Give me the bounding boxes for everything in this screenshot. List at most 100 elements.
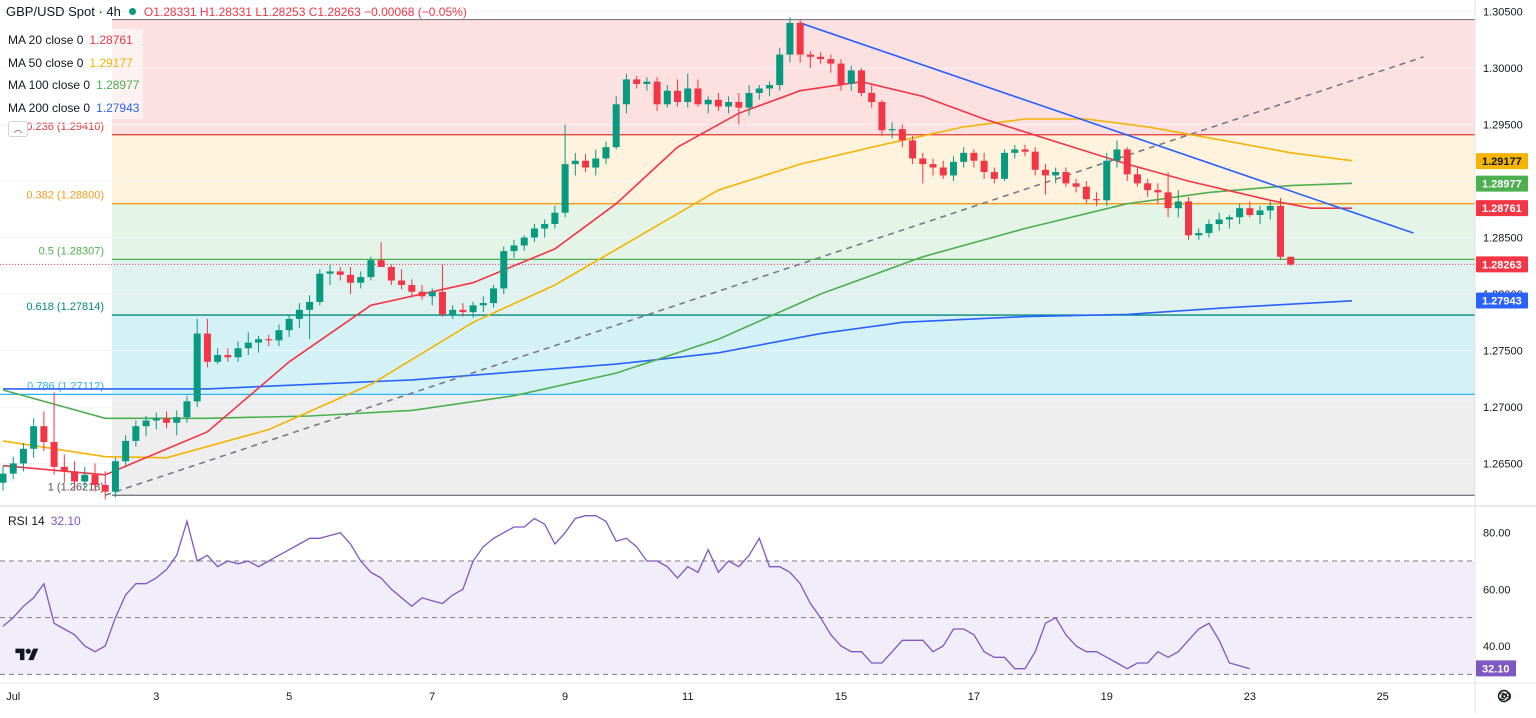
candle-body xyxy=(224,355,232,358)
rsi-tick-label: 60.00 xyxy=(1483,584,1511,596)
time-tick-label: 5 xyxy=(286,691,292,703)
candle-body xyxy=(633,79,641,84)
candle-body xyxy=(173,417,181,423)
ma-legend-row[interactable]: MA 50 close 0 1.29177 xyxy=(4,51,144,74)
rsi-label: RSI 14 xyxy=(8,514,45,528)
candle-body xyxy=(847,70,855,84)
candle-body xyxy=(949,161,957,176)
ma20-line xyxy=(2,80,1352,476)
candle-body xyxy=(142,420,150,427)
time-tick-label: Jul xyxy=(6,691,20,703)
settings-gear-icon[interactable] xyxy=(1496,688,1512,704)
ma-legend-row[interactable]: MA 100 close 0 1.28977 xyxy=(4,74,144,97)
ma-legend-row[interactable]: MA 20 close 0 1.28761 xyxy=(4,29,144,52)
candle-body xyxy=(1266,205,1274,211)
price-tag xyxy=(1476,292,1528,309)
price-tag xyxy=(1476,200,1528,217)
candle-body xyxy=(735,102,743,108)
candle-body xyxy=(408,284,416,292)
candle-body xyxy=(71,471,79,482)
ma-label: MA 50 close 0 xyxy=(8,55,84,70)
candle-body xyxy=(101,484,109,492)
price-tag xyxy=(1476,153,1528,170)
candle-body xyxy=(30,426,38,449)
symbol-title[interactable]: GBP/USD Spot · 4h xyxy=(6,4,121,19)
candle-body xyxy=(837,63,845,84)
candle-body xyxy=(561,164,569,213)
candle-body xyxy=(295,309,303,319)
candle-body xyxy=(490,288,498,304)
fib-level-label: 0.236 (1.29410) xyxy=(26,121,104,133)
candle-body xyxy=(888,129,896,131)
candle-body xyxy=(725,102,733,107)
candle-body xyxy=(1174,201,1182,209)
fib-level-label: 0.382 (1.28800) xyxy=(26,190,104,202)
ma-value: 1.28977 xyxy=(96,78,140,93)
ma50-line xyxy=(2,118,1353,459)
candle-body xyxy=(428,291,436,297)
chart-header: GBP/USD Spot · 4h O1.28331 H1.28331 L1.2… xyxy=(6,4,467,19)
fib-level-label: 0.618 (1.27814) xyxy=(26,301,104,313)
price-tag-label: 1.28977 xyxy=(1482,179,1522,191)
candle-body xyxy=(602,147,610,159)
time-tick-label: 25 xyxy=(1377,691,1389,703)
price-tick-label: 1.27000 xyxy=(1483,402,1523,414)
time-tick-label: 11 xyxy=(682,691,693,703)
ma200-line xyxy=(3,300,1353,390)
candle-body xyxy=(745,92,753,108)
candle-body xyxy=(193,333,201,402)
fib-zone xyxy=(112,315,1475,395)
candle-body xyxy=(622,79,630,105)
candle-body xyxy=(244,342,252,349)
candle-body xyxy=(132,426,140,441)
candle-body xyxy=(1144,183,1152,191)
ma-legend-row[interactable]: MA 200 close 0 1.27943 xyxy=(4,96,144,119)
candle-body xyxy=(1113,149,1121,161)
collapse-legend-button[interactable]: ︿ xyxy=(8,121,28,137)
candle-body xyxy=(582,160,590,168)
ma-value: 1.29177 xyxy=(89,55,133,70)
candle-body xyxy=(663,90,671,105)
price-tag-label: 1.28263 xyxy=(1482,259,1522,271)
ohlc-readout: O1.28331 H1.28331 L1.28253 C1.28263 −0.0… xyxy=(143,4,467,19)
candle-body xyxy=(336,271,344,275)
candle-body xyxy=(377,260,385,267)
tradingview-logo-icon[interactable] xyxy=(14,646,40,664)
candle-body xyxy=(1123,149,1131,175)
candle-body xyxy=(714,99,722,107)
rsi-tick-label: 40.00 xyxy=(1483,641,1511,653)
candle-body xyxy=(868,92,876,103)
candle-body xyxy=(326,271,334,274)
candle-body xyxy=(541,224,549,229)
price-tag xyxy=(1476,175,1528,192)
price-tick-label: 1.28500 xyxy=(1483,233,1523,245)
candle-body xyxy=(183,401,191,418)
ma-value: 1.28761 xyxy=(89,33,133,48)
time-tick-label: 3 xyxy=(153,691,159,703)
candle-body xyxy=(449,309,457,315)
fib-zone xyxy=(112,394,1475,496)
candle-body xyxy=(1195,233,1203,236)
candle-body xyxy=(970,152,978,161)
rsi-line xyxy=(2,515,1250,670)
time-tick-label: 19 xyxy=(1101,691,1113,703)
candle-body xyxy=(0,473,7,483)
candle-body xyxy=(1164,192,1172,209)
ma-label: MA 20 close 0 xyxy=(8,33,84,48)
candle-body xyxy=(1256,210,1264,215)
rsi-legend[interactable]: RSI 14 32.10 xyxy=(8,514,81,528)
price-tag-label: 1.29177 xyxy=(1482,156,1522,168)
candle-body xyxy=(898,129,906,141)
price-tag-label: 1.28761 xyxy=(1482,203,1522,215)
candle-body xyxy=(878,102,886,131)
candle-body xyxy=(694,88,702,105)
candle-body xyxy=(163,418,171,423)
candle-body xyxy=(9,463,17,474)
price-tick-label: 1.30500 xyxy=(1483,7,1523,19)
candle-body xyxy=(60,466,68,472)
candle-body xyxy=(91,474,99,485)
candle-body xyxy=(316,273,324,302)
candle-body xyxy=(704,99,712,105)
